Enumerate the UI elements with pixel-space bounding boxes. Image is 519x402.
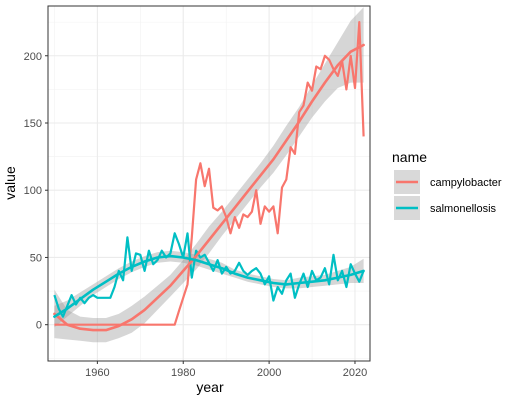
y-axis-ticks: 0 50 100 150 200: [24, 51, 48, 332]
y-tick-label: 50: [30, 252, 42, 264]
smooth-line-campylobacter: [53, 43, 365, 332]
grid-minor: [48, 6, 370, 361]
plot-panel-border: [47, 5, 371, 362]
y-tick-label: 150: [24, 118, 42, 130]
series-line-campylobacter: [54, 21, 365, 326]
series-line-salmonellosis: [53, 232, 365, 318]
legend-items: campylobacter salmonellosis: [394, 170, 502, 220]
y-tick-label: 200: [24, 51, 42, 63]
y-tick-label: 100: [24, 185, 42, 197]
legend-title: name: [392, 149, 427, 165]
legend-label-campylobacter: campylobacter: [430, 177, 502, 189]
legend-label-salmonellosis: salmonellosis: [430, 203, 497, 215]
grid-major: [48, 6, 370, 361]
x-tick-label: 2000: [257, 367, 281, 379]
plot-panel-background: [48, 6, 370, 361]
x-axis-ticks: 1960 1980 2000 2020: [85, 361, 367, 379]
x-tick-label: 1980: [171, 367, 195, 379]
x-tick-label: 2020: [343, 367, 367, 379]
smooth-lines: [53, 43, 365, 332]
series-lines: [53, 21, 365, 326]
y-tick-label: 0: [36, 320, 42, 332]
x-axis-title: year: [196, 379, 224, 395]
smooth-line-salmonellosis: [53, 254, 365, 318]
x-tick-label: 1960: [85, 367, 109, 379]
legend: name campylobacter salmonellosis: [392, 149, 502, 220]
y-axis-title: value: [2, 166, 18, 200]
